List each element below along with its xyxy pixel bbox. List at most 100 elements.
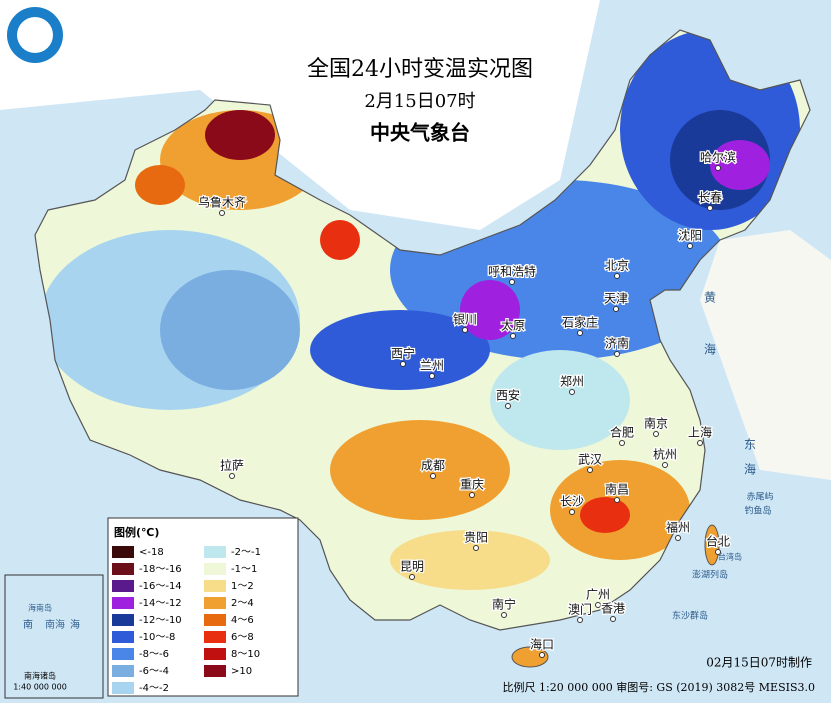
place-label: 黄 [704,291,716,305]
legend-swatch [112,648,134,660]
place-label: 台湾岛 [718,552,742,562]
legend-swatch [204,563,226,575]
place-label: 澎湖列岛 [692,569,728,581]
legend [107,517,299,697]
hainan [511,646,549,668]
legend-swatch [204,614,226,626]
city-dot [614,273,620,279]
legend-swatch [204,648,226,660]
inset [4,574,104,699]
city-dot [662,462,668,468]
city-label: 南宁 [492,597,516,612]
city-dot [587,467,593,473]
footer-made: 02月15日07时制作 [706,656,812,670]
city-dot [687,243,693,249]
city-dot [429,373,435,379]
city-dot [697,440,703,446]
city-label: 郑州 [560,374,584,389]
city-label: 沈阳 [678,228,702,243]
city-dot [715,165,721,171]
legend-label: -18～-16 [139,564,182,575]
city-label: 澳门 [568,602,592,617]
city-label: 重庆 [460,478,484,492]
city-dot [400,361,406,367]
agency: 中央气象台 [370,121,470,145]
city-dot [539,652,545,658]
legend-swatch [112,546,134,558]
city-label: 合肥 [610,425,634,440]
legend-label: 2～4 [231,598,254,609]
place-label: 赤尾屿 [746,492,773,503]
city-dot [505,403,511,409]
taiwan [704,524,720,566]
legend-label: >10 [231,666,252,677]
place-label: 南 [23,618,33,631]
city-label: 哈尔滨 [700,150,736,165]
city-label: 天津 [604,292,628,306]
city-label: 兰州 [420,359,444,373]
inset-title: 南海诸岛 [24,671,56,681]
legend-label: 4～6 [231,615,254,626]
legend-label: -6～-4 [139,666,169,677]
city-dot [707,205,713,211]
city-label: 上海 [688,425,712,440]
city-label: 南京 [644,416,668,431]
city-label: 石家庄 [562,315,598,330]
city-label: 海口 [530,637,554,652]
city-dot [715,549,721,555]
city-label: 广州 [586,588,610,602]
city-dot [469,492,475,498]
city-dot [614,497,620,503]
legend-swatch [112,665,134,677]
legend-label: <-18 [139,547,164,558]
legend-label: -10～-8 [139,632,175,643]
city-label: 长沙 [560,495,584,509]
city-label: 银川 [453,313,477,327]
place-label: 海 [744,462,756,477]
place-label: 钓鱼岛 [744,505,771,517]
logo-inner [17,17,53,53]
inset-scale: 1:40 000 000 [13,683,67,692]
city-dot [219,210,225,216]
inset-sea: 南海 [45,618,65,631]
city-label: 贵阳 [464,531,488,545]
city-dot [653,431,659,437]
city-dot [569,389,575,395]
legend-label: -14～-12 [139,598,182,609]
city-label: 西宁 [391,346,415,361]
land-outside [0,0,600,230]
legend-label: -8～-6 [139,649,169,660]
legend-swatch [204,597,226,609]
city-dot [409,574,415,580]
place-label: 海 [704,342,716,357]
city-dot [501,612,507,618]
city-label: 西安 [496,388,520,403]
korea-japan [700,230,831,480]
legend-label: -2～-1 [231,547,261,558]
legend-label: 8～10 [231,649,260,660]
city-dot [595,602,601,608]
city-label: 昆明 [400,560,424,574]
city-dot [619,440,625,446]
legend-swatch [112,631,134,643]
city-dot [675,535,681,541]
city-label: 呼和浩特 [488,264,536,279]
legend-swatch [112,614,134,626]
city-label: 济南 [605,336,629,351]
city-dot [610,616,616,622]
legend-swatch [204,631,226,643]
city-label: 乌鲁木齐 [198,195,246,210]
city-dot [577,330,583,336]
legend-swatch [204,546,226,558]
legend-label: -1～1 [231,564,257,575]
city-dot [229,473,235,479]
legend-swatch [204,665,226,677]
city-dot [473,545,479,551]
legend-label: 1～2 [231,581,254,592]
city-label: 南昌 [605,482,629,497]
legend-swatch [112,580,134,592]
city-dot [510,333,516,339]
legend-swatch [112,682,134,694]
city-dot [577,617,583,623]
